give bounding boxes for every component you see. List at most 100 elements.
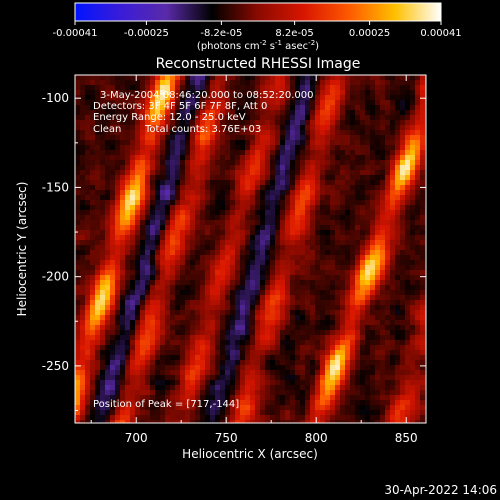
heatmap-cell [120,215,126,221]
heatmap-cell [165,420,171,423]
heatmap-cell [120,360,126,366]
heatmap-cell [110,85,116,91]
heatmap-cell [355,195,361,201]
heatmap-cell [415,210,421,216]
heatmap-cell [110,80,116,86]
heatmap-cell [120,190,126,196]
heatmap-cell [170,165,176,171]
heatmap-cell [105,420,111,423]
heatmap-cell [80,230,86,236]
heatmap-cell [285,320,291,326]
heatmap-cell [310,160,316,166]
heatmap-cell [340,325,346,331]
heatmap-cell [385,250,391,256]
heatmap-cell [415,265,421,271]
heatmap-cell [250,135,256,141]
heatmap-cell [395,400,401,406]
heatmap-cell [80,160,86,166]
heatmap-cell [365,105,371,111]
heatmap-cell [75,300,81,306]
heatmap-cell [90,225,96,231]
heatmap-cell [210,355,216,361]
heatmap-cell [375,230,381,236]
heatmap-cell [385,255,391,261]
heatmap-cell [110,155,116,161]
heatmap-cell [280,310,286,316]
heatmap-cell [265,345,271,351]
heatmap-cell [75,165,81,171]
heatmap-cell [325,420,331,423]
heatmap-cell [110,115,116,121]
heatmap-cell [230,175,236,181]
heatmap-cell [190,320,196,326]
heatmap-cell [80,355,86,361]
heatmap-cell [265,210,271,216]
heatmap-cell [100,140,106,146]
heatmap-cell [100,365,106,371]
heatmap-cell [350,230,356,236]
heatmap-cell [405,415,411,421]
heatmap-cell [285,170,291,176]
heatmap-cell [200,120,206,126]
heatmap-cell [270,375,276,381]
heatmap-cell [255,340,261,346]
heatmap-cell [165,140,171,146]
heatmap-cell [175,340,181,346]
heatmap-cell [400,170,406,176]
heatmap-cell [405,75,411,81]
heatmap-cell [365,225,371,231]
heatmap-cell [235,175,241,181]
heatmap-cell [100,350,106,356]
heatmap-cell [205,230,211,236]
heatmap-cell [205,210,211,216]
heatmap-cell [285,130,291,136]
heatmap-cell [180,260,186,266]
heatmap-cell [375,120,381,126]
heatmap-cell [365,270,371,276]
heatmap-cell [355,320,361,326]
heatmap-cell [80,245,86,251]
heatmap-cell [190,145,196,151]
heatmap-cell [135,290,141,296]
heatmap-cell [225,205,231,211]
heatmap-cell [290,325,296,331]
heatmap-cell [375,105,381,111]
heatmap-cell [340,275,346,281]
heatmap-cell [210,410,216,416]
heatmap-cell [320,215,326,221]
heatmap-cell [270,100,276,106]
heatmap-cell [150,155,156,161]
heatmap-cell [140,345,146,351]
heatmap-cell [330,220,336,226]
heatmap-cell [130,355,136,361]
heatmap-cell [85,320,91,326]
heatmap-cell [415,220,421,226]
heatmap-cell [305,245,311,251]
heatmap-cell [230,340,236,346]
heatmap-cell [110,390,116,396]
heatmap-cell [315,150,321,156]
heatmap-cell [210,105,216,111]
heatmap-cell [255,175,261,181]
heatmap-cell [235,295,241,301]
heatmap-cell [75,240,81,246]
heatmap-cell [120,135,126,141]
heatmap-cell [285,400,291,406]
heatmap-cell [175,285,181,291]
heatmap-cell [240,145,246,151]
heatmap-cell [250,385,256,391]
heatmap-cell [365,310,371,316]
heatmap-cell [235,340,241,346]
heatmap-cell [255,385,261,391]
heatmap-cell [110,315,116,321]
heatmap-cell [335,145,341,151]
heatmap-cell [215,115,221,121]
heatmap-cell [265,330,271,336]
heatmap-cell [255,235,261,241]
heatmap-cell [360,185,366,191]
heatmap-cell [285,265,291,271]
heatmap-cell [85,80,91,86]
heatmap-cell [290,200,296,206]
heatmap-cell [300,185,306,191]
heatmap-cell [110,420,116,423]
